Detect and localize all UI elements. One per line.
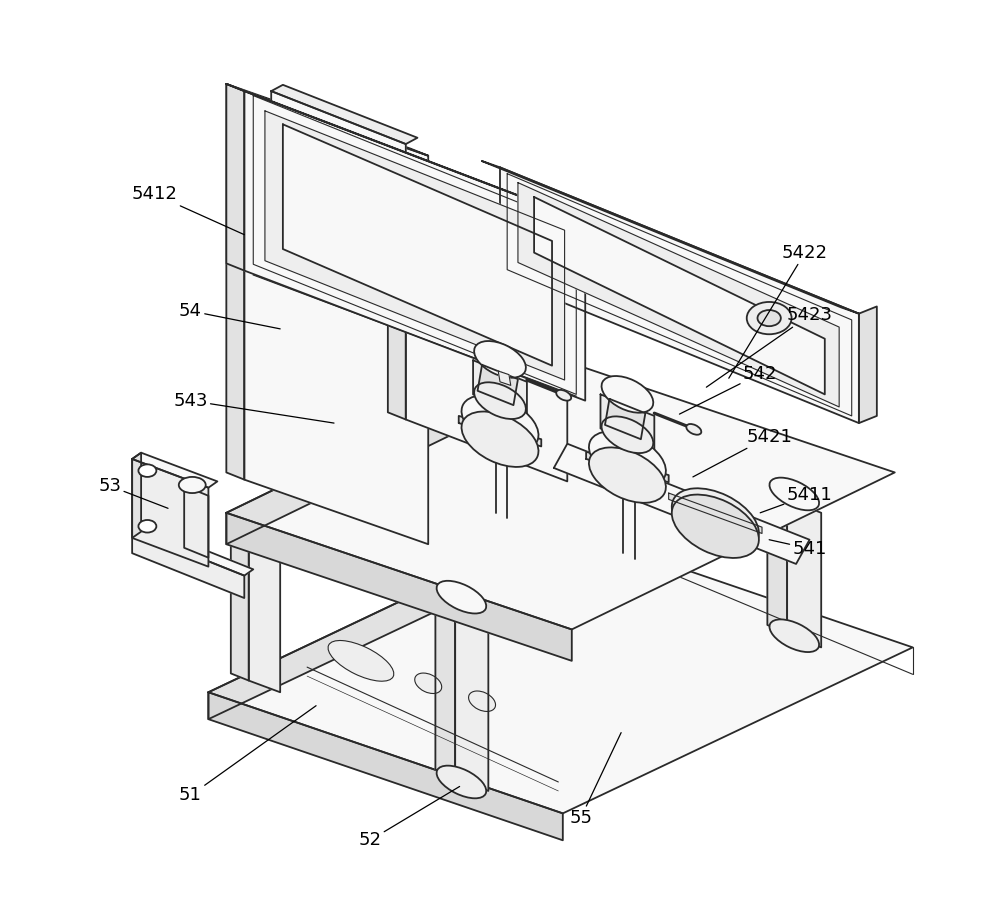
Text: 543: 543	[173, 392, 334, 423]
Ellipse shape	[437, 580, 486, 614]
Ellipse shape	[462, 411, 538, 467]
Text: 541: 541	[769, 540, 827, 558]
Polygon shape	[500, 167, 859, 423]
Polygon shape	[482, 161, 859, 313]
Text: 53: 53	[98, 477, 168, 508]
Text: 542: 542	[679, 364, 777, 414]
Text: 55: 55	[569, 733, 621, 827]
Polygon shape	[249, 540, 280, 692]
Ellipse shape	[179, 477, 206, 493]
Polygon shape	[554, 444, 810, 564]
Polygon shape	[600, 394, 654, 450]
Polygon shape	[271, 85, 417, 144]
Polygon shape	[244, 91, 585, 400]
Ellipse shape	[602, 376, 653, 413]
Polygon shape	[226, 356, 549, 544]
Text: 5411: 5411	[760, 486, 832, 513]
Ellipse shape	[437, 766, 486, 798]
Ellipse shape	[672, 495, 759, 558]
Polygon shape	[473, 360, 527, 416]
Polygon shape	[265, 111, 565, 380]
Polygon shape	[132, 531, 244, 598]
Polygon shape	[459, 416, 541, 446]
Polygon shape	[226, 84, 585, 221]
Ellipse shape	[138, 464, 156, 477]
Polygon shape	[787, 500, 821, 647]
Ellipse shape	[462, 395, 538, 451]
Polygon shape	[132, 453, 141, 538]
Text: 5421: 5421	[693, 428, 792, 477]
Ellipse shape	[469, 691, 496, 712]
Ellipse shape	[474, 382, 526, 419]
Polygon shape	[226, 84, 244, 271]
Polygon shape	[435, 594, 455, 778]
Ellipse shape	[474, 341, 526, 378]
Ellipse shape	[769, 478, 819, 510]
Polygon shape	[184, 486, 208, 558]
Polygon shape	[859, 306, 877, 423]
Polygon shape	[226, 84, 244, 480]
Ellipse shape	[672, 489, 759, 552]
Polygon shape	[388, 282, 406, 419]
Ellipse shape	[589, 447, 666, 503]
Polygon shape	[208, 692, 563, 841]
Polygon shape	[518, 183, 839, 407]
Text: 5423: 5423	[706, 306, 833, 387]
Text: 54: 54	[179, 302, 280, 328]
Polygon shape	[208, 526, 913, 814]
Polygon shape	[226, 84, 428, 156]
Polygon shape	[208, 526, 558, 719]
Polygon shape	[605, 399, 645, 439]
Text: 51: 51	[179, 706, 316, 805]
Polygon shape	[271, 91, 406, 192]
Ellipse shape	[556, 390, 571, 400]
Ellipse shape	[758, 310, 781, 326]
Ellipse shape	[328, 641, 394, 681]
Ellipse shape	[138, 520, 156, 533]
Polygon shape	[226, 513, 572, 661]
Ellipse shape	[769, 619, 819, 652]
Polygon shape	[132, 459, 208, 567]
Text: 52: 52	[358, 787, 460, 850]
Polygon shape	[231, 533, 249, 680]
Ellipse shape	[686, 424, 701, 435]
Polygon shape	[406, 289, 567, 482]
Polygon shape	[478, 364, 518, 405]
Ellipse shape	[415, 673, 442, 694]
Polygon shape	[283, 124, 552, 365]
Polygon shape	[132, 525, 253, 576]
Text: 5422: 5422	[729, 244, 828, 378]
Polygon shape	[767, 491, 787, 634]
Ellipse shape	[589, 431, 666, 487]
Polygon shape	[244, 91, 428, 544]
Polygon shape	[455, 602, 488, 791]
Ellipse shape	[602, 417, 653, 453]
Polygon shape	[226, 356, 895, 629]
Polygon shape	[534, 197, 825, 394]
Text: 5412: 5412	[132, 185, 244, 235]
Polygon shape	[132, 453, 217, 488]
Polygon shape	[498, 371, 511, 385]
Polygon shape	[669, 493, 762, 534]
Ellipse shape	[747, 302, 792, 334]
Polygon shape	[586, 452, 669, 482]
